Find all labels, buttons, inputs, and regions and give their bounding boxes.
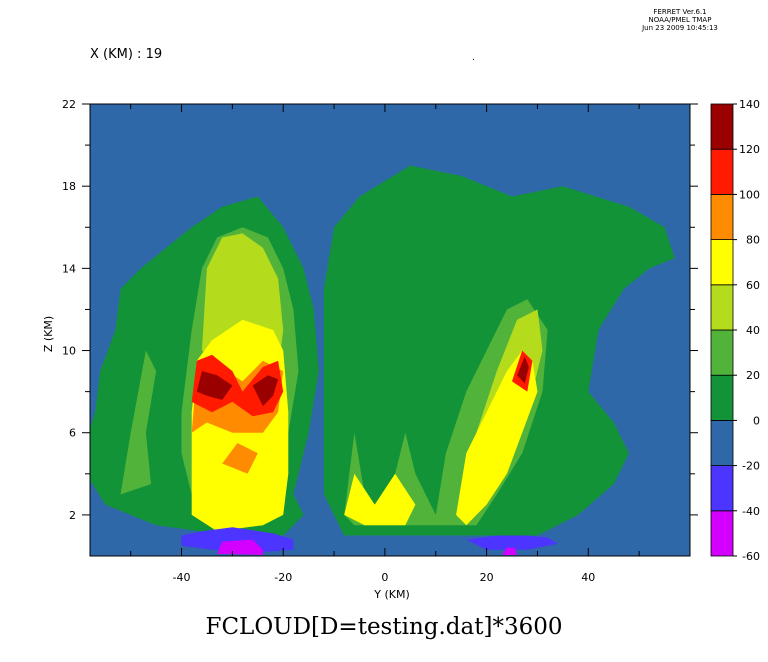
colorbar-label: 0: [753, 414, 760, 427]
colorbar-label: 60: [746, 279, 760, 292]
y-tick-label: 6: [69, 427, 76, 440]
colorbar-label: 20: [746, 369, 760, 382]
colorbar-label: -20: [742, 460, 760, 473]
plot-frame: [89, 103, 691, 557]
colorbar-swatch: [710, 510, 734, 557]
contour-region-20: [501, 547, 518, 555]
colorbar-label: 80: [746, 234, 760, 247]
x-tick-label: 0: [381, 571, 388, 584]
contour-region-15: [252, 375, 279, 406]
colorbar-swatch: [710, 374, 734, 421]
y-tick-label: 14: [62, 262, 76, 275]
colorbar-label: 40: [746, 324, 760, 337]
y-tick-label: 2: [69, 509, 76, 522]
colorbar-swatch: [710, 329, 734, 376]
y-tick-label: 10: [62, 345, 76, 358]
x-tick-label: -20: [274, 571, 292, 584]
contour-region-9: [344, 473, 416, 526]
fixed-coordinate-label: X (KM) : 19: [90, 47, 163, 62]
chart-title: FCLOUD[D=testing.dat]*3600: [205, 614, 563, 640]
y-tick-label: 18: [62, 180, 76, 193]
y-tick-label: 22: [62, 98, 76, 111]
contour-region-11: [222, 443, 258, 474]
colorbar-swatch: [710, 148, 734, 195]
contour-region-19: [217, 539, 263, 555]
colorbar-label: -40: [742, 505, 760, 518]
colorbar-swatch: [710, 239, 734, 286]
contour-region-3: [120, 350, 157, 495]
contour-region-16: [517, 356, 529, 384]
contour-region-8: [456, 350, 538, 526]
x-axis-label: Y (KM): [373, 588, 410, 601]
plot-area: [89, 103, 691, 557]
contour-region-14: [196, 371, 233, 400]
colorbar-swatch: [710, 193, 734, 240]
colorbar-swatch: [710, 465, 734, 512]
x-tick-label: -40: [173, 571, 191, 584]
organization-label: NOAA/PMEL TMAP: [648, 16, 712, 24]
plot-timestamp: Jun 23 2009 10:45:13: [642, 24, 718, 32]
x-tick-label: 20: [480, 571, 494, 584]
axes: -40 -20 0 20 40 2 6 10 14 18 22: [62, 98, 698, 584]
colorbar-swatch: [710, 103, 734, 150]
colorbar-swatch: [710, 284, 734, 331]
ferret-version-label: FERRET Ver.6.1: [653, 8, 707, 16]
colorbar: 140 120 100 80 60 40 20 0 -20 -40 -60: [710, 98, 760, 563]
colorbar-label: 100: [739, 188, 760, 201]
y-axis-label: Z (KM): [42, 316, 55, 352]
colorbar-label: -60: [742, 550, 760, 563]
stray-dot: .: [472, 52, 475, 63]
x-tick-label: 40: [581, 571, 595, 584]
colorbar-label: 140: [739, 98, 760, 111]
colorbar-label: 120: [739, 143, 760, 156]
colorbar-swatch: [710, 419, 734, 466]
contour-region-17: [181, 527, 294, 552]
contour-region-18: [466, 535, 558, 550]
contour-region-12: [191, 354, 284, 417]
